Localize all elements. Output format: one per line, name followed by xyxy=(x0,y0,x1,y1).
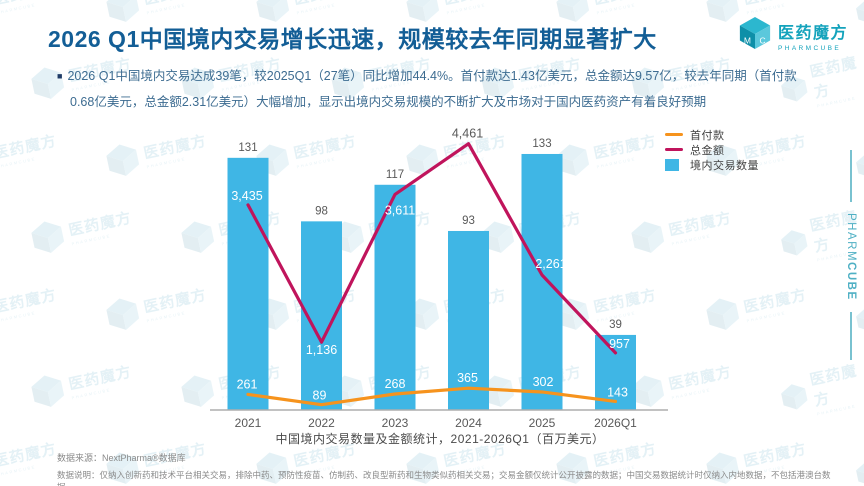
svg-text:C: C xyxy=(759,35,765,45)
logo-name-en: PHARMCUBE xyxy=(777,45,842,52)
svg-text:89: 89 xyxy=(313,389,327,403)
svg-text:93: 93 xyxy=(462,215,475,227)
footer: 数据来源：NextPharma®数据库 数据说明：仅纳入创新药和技术平台相关交易… xyxy=(57,451,837,486)
svg-text:302: 302 xyxy=(533,375,554,389)
svg-text:2022: 2022 xyxy=(308,416,335,430)
svg-text:39: 39 xyxy=(609,319,622,331)
blue-square-icon xyxy=(665,158,679,171)
svg-text:143: 143 xyxy=(607,385,628,399)
logo-name-cn: 医药魔方 xyxy=(777,25,848,42)
svg-text:365: 365 xyxy=(457,371,478,385)
svg-text:2,261: 2,261 xyxy=(535,257,566,271)
chart-legend: 首付款 总金额 境内交易数量 xyxy=(665,129,759,174)
legend-item-total: 总金额 xyxy=(665,144,759,157)
divider xyxy=(850,150,852,202)
svg-text:261: 261 xyxy=(237,377,258,391)
side-brand: PHARMCUBE xyxy=(845,150,857,360)
side-brand-text: PHARMCUBE xyxy=(845,213,857,301)
svg-text:98: 98 xyxy=(315,205,328,217)
pharmcube-logo: M C 医药魔方 PHARMCUBE xyxy=(738,16,848,55)
data-source: 数据来源：NextPharma®数据库 xyxy=(57,453,186,463)
summary-text: ■ 2026 Q1中国境内交易达成39笔，较2025Q1（27笔）同比增加44.4… xyxy=(57,64,817,115)
svg-text:117: 117 xyxy=(386,169,404,181)
svg-text:2023: 2023 xyxy=(382,416,409,430)
crimson-line-icon xyxy=(665,148,683,151)
svg-text:2021: 2021 xyxy=(235,416,262,430)
chart-caption: 中国境内交易数量及金额统计，2021-2026Q1（百万美元） xyxy=(275,432,605,446)
logo-text: 医药魔方 PHARMCUBE xyxy=(778,19,848,52)
orange-line-icon xyxy=(665,133,683,136)
svg-text:2024: 2024 xyxy=(455,416,482,430)
cube-logo-icon: M C xyxy=(738,16,772,55)
svg-text:4,461: 4,461 xyxy=(452,127,483,141)
svg-text:3,611: 3,611 xyxy=(385,203,415,217)
svg-text:2025: 2025 xyxy=(529,416,556,430)
page-title: 2026 Q1中国境内交易增长迅速，规模较去年同期显著扩大 xyxy=(48,26,657,52)
legend-item-upfront: 首付款 xyxy=(665,129,759,142)
summary-body: 2026 Q1中国境内交易达成39笔，较2025Q1（27笔）同比增加44.4%… xyxy=(67,69,797,109)
legend-label: 总金额 xyxy=(690,144,725,157)
legend-item-deal-count: 境内交易数量 xyxy=(665,158,759,172)
svg-text:1,136: 1,136 xyxy=(306,343,337,357)
bullet-icon: ■ xyxy=(57,71,63,81)
data-note: 数据说明：仅纳入创新药和技术平台相关交易，排除中药、预防性疫苗、仿制药、改良型新… xyxy=(57,470,831,486)
svg-text:131: 131 xyxy=(238,142,257,154)
legend-label: 首付款 xyxy=(690,129,725,142)
svg-text:957: 957 xyxy=(609,337,630,351)
svg-text:268: 268 xyxy=(385,377,406,391)
svg-text:133: 133 xyxy=(532,138,551,150)
svg-text:M: M xyxy=(744,35,751,45)
svg-text:3,435: 3,435 xyxy=(231,189,262,203)
legend-label: 境内交易数量 xyxy=(690,159,759,172)
svg-text:2026Q1: 2026Q1 xyxy=(594,416,637,430)
divider xyxy=(850,311,852,360)
